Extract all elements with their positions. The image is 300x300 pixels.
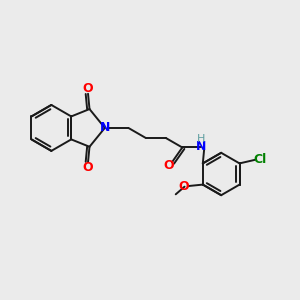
Text: Cl: Cl	[253, 153, 266, 167]
Text: O: O	[83, 161, 93, 174]
Text: O: O	[83, 82, 93, 95]
Text: O: O	[163, 159, 174, 172]
Text: N: N	[195, 140, 206, 152]
Text: O: O	[179, 180, 189, 193]
Text: H: H	[196, 134, 205, 144]
Text: N: N	[100, 122, 111, 134]
